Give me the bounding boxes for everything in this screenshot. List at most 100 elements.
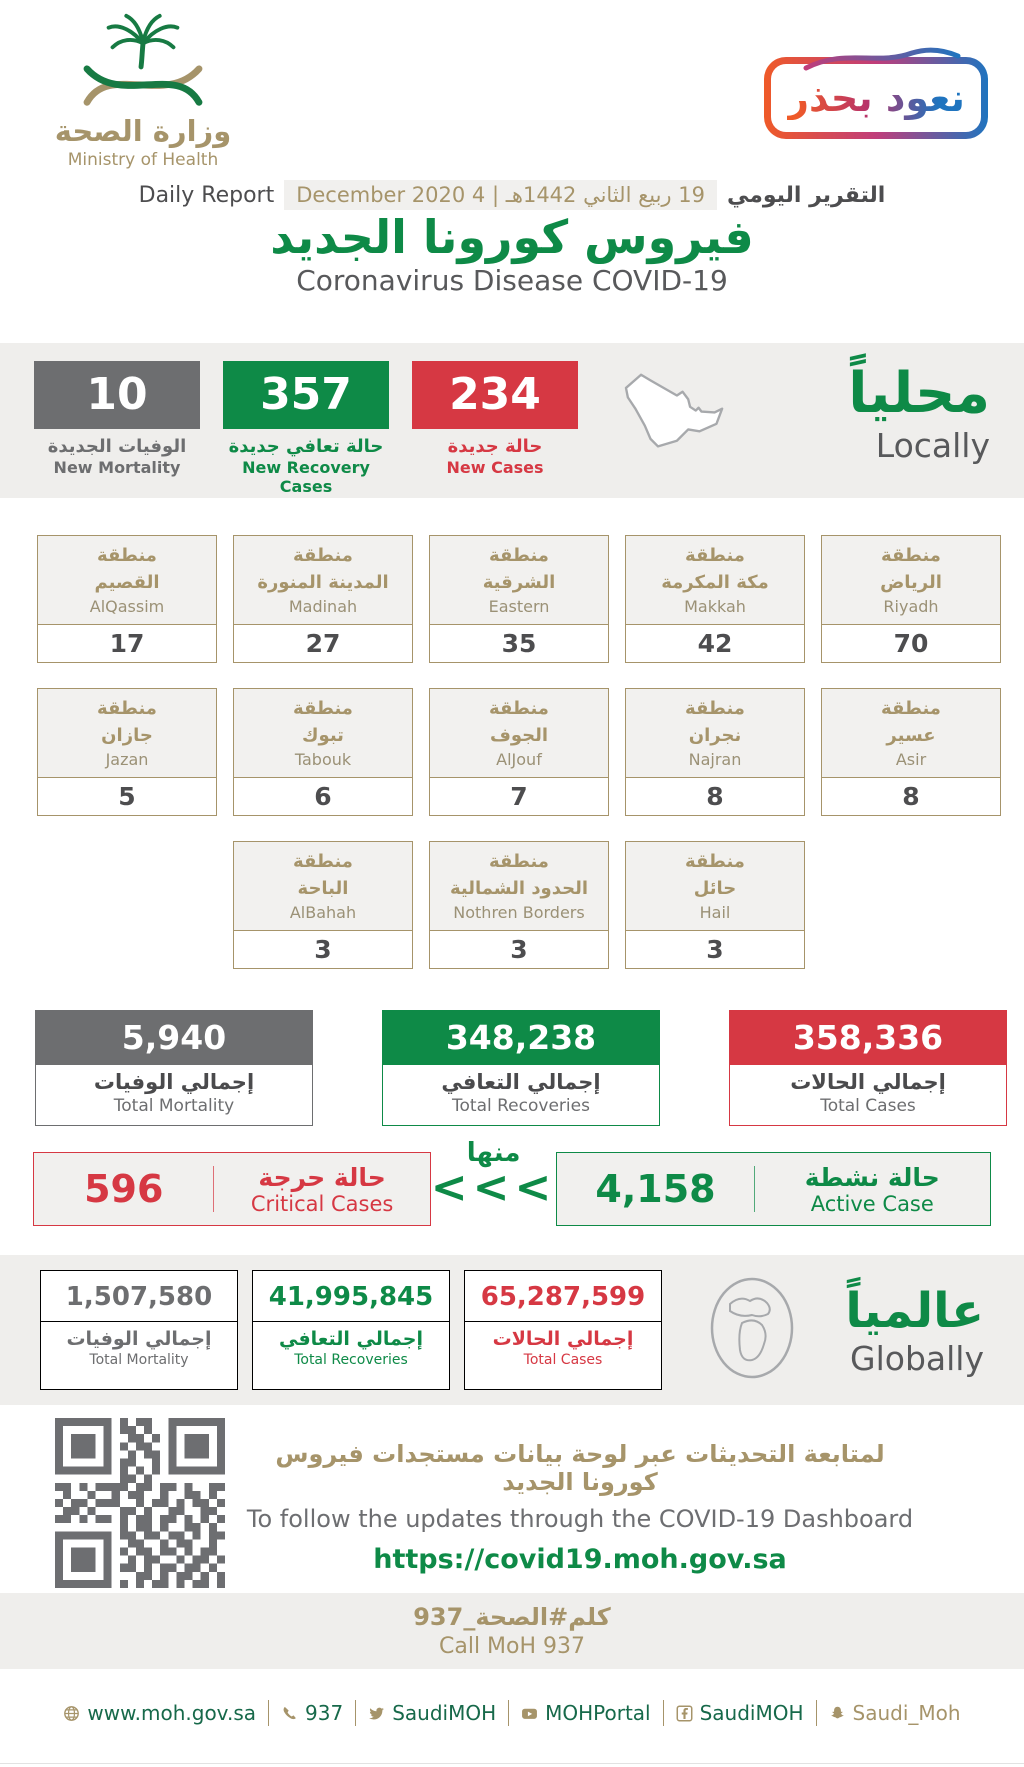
global-cases-label-ar: إجمالي الحالات: [492, 1328, 634, 1350]
divider: [753, 1166, 755, 1212]
ministry-logo: وزارة الصحة Ministry of Health: [48, 8, 238, 170]
region-name-ar: مكة المكرمة: [661, 572, 769, 593]
region-name-en: Madinah: [288, 597, 358, 616]
region-name-en: AlJouf: [496, 750, 542, 769]
twitter-icon: [369, 1707, 385, 1719]
divider: [213, 1166, 215, 1212]
region-prefix: منطقة: [489, 545, 549, 566]
globe-icon: [64, 1705, 80, 1721]
critical-active-row: 596 حالة حرجة Critical Cases منها <<< 4,…: [33, 1138, 991, 1226]
critical-cases-box: 596 حالة حرجة Critical Cases: [33, 1152, 431, 1226]
footer-phone-link[interactable]: 937: [269, 1701, 355, 1725]
region-name-en: Makkah: [684, 597, 746, 616]
total-mortality-label-ar: إجمالي الوفيات: [93, 1070, 255, 1094]
page-title-english: Coronavirus Disease COVID-19: [296, 264, 728, 297]
new-mortality-label-ar: الوفيات الجديدة: [47, 436, 187, 457]
dashboard-note-english: To follow the updates through the COVID-…: [246, 1505, 914, 1533]
global-recoveries-label-en: Total Recoveries: [294, 1352, 408, 1368]
new-cases-value: 234: [412, 361, 578, 429]
footer-links: www.moh.gov.sa 937 SaudiMOH MOHPortal: [0, 1700, 1024, 1726]
region-prefix: منطقة: [881, 698, 941, 719]
left-arrows-icon: <<<: [430, 1162, 557, 1214]
qr-code: [55, 1418, 225, 1588]
region-name-en: Hail: [699, 903, 731, 922]
region-name-en: Tabouk: [294, 750, 352, 769]
footer-facebook-link[interactable]: SaudiMOH: [664, 1701, 816, 1725]
call-center-band: كلم#الصحة_937 Call MoH 937: [0, 1593, 1024, 1669]
divider: [268, 1700, 269, 1726]
global-title-english: Globally: [850, 1338, 984, 1378]
region-name-ar: الشرقية: [482, 572, 556, 593]
global-recoveries-value: 41,995,845: [268, 1282, 434, 1312]
region-name-en: Riyadh: [883, 597, 939, 616]
footer-twitter-link[interactable]: SaudiMOH: [356, 1701, 508, 1725]
dashboard-url-link[interactable]: https://covid19.moh.gov.sa: [373, 1544, 787, 1575]
region-box-eastern: منطقة الشرقية Eastern 35: [429, 535, 609, 663]
region-new-cases: 35: [430, 624, 608, 662]
footer-website-link[interactable]: www.moh.gov.sa: [51, 1701, 268, 1725]
region-new-cases: 6: [234, 777, 412, 815]
region-box-northern-borders: منطقة الحدود الشمالية Nothren Borders 3: [429, 841, 609, 969]
region-prefix: منطقة: [293, 698, 353, 719]
total-recoveries-label-ar: إجمالي التعافي: [441, 1070, 601, 1094]
region-box-hail: منطقة حائل Hail 3: [625, 841, 805, 969]
page-bottom-border: [0, 1763, 1024, 1764]
region-name-ar: الجوف: [489, 725, 549, 746]
region-new-cases: 3: [430, 930, 608, 968]
region-name-en: Nothren Borders: [453, 903, 585, 922]
global-cases-label-en: Total Cases: [523, 1352, 603, 1368]
region-box-albahah: منطقة الباحة AlBahah 3: [233, 841, 413, 969]
new-recoveries-label-ar: حالة تعافي جديدة: [228, 436, 384, 457]
footer-youtube-label: MOHPortal: [545, 1701, 651, 1725]
global-mortality-value: 1,507,580: [65, 1282, 213, 1312]
region-name-ar: تبوك: [302, 725, 344, 746]
global-section-title: عالمياً Globally: [845, 1282, 984, 1378]
badge-gradient-frame: نعود بحذر: [764, 57, 988, 139]
moh-palm-swords-icon: [83, 13, 203, 106]
saudi-map-icon: [609, 361, 741, 483]
region-name-ar: حائل: [693, 878, 737, 899]
region-prefix: منطقة: [881, 545, 941, 566]
report-date-row: Daily Report 19 ربيع الثاني 1442هـ | 4 D…: [0, 180, 1024, 210]
of-which-indicator: منها <<<: [430, 1138, 557, 1214]
region-prefix: منطقة: [685, 851, 745, 872]
region-box-alqassim: منطقة القصيم AlQassim 17: [37, 535, 217, 663]
region-prefix: منطقة: [293, 851, 353, 872]
footer-snapchat-link[interactable]: Saudi_Moh: [817, 1701, 973, 1725]
badge-text: نعود بحذر: [787, 76, 965, 120]
region-new-cases: 8: [822, 777, 1000, 815]
region-new-cases: 42: [626, 624, 804, 662]
report-date: 19 ربيع الثاني 1442هـ | 4 December 2020: [284, 180, 717, 210]
page-title-arabic: فيروس كورونا الجديد: [270, 210, 754, 264]
global-recoveries-label-ar: إجمالي التعافي: [279, 1328, 423, 1350]
global-recoveries-box: 41,995,845 إجمالي التعافي Total Recoveri…: [252, 1270, 450, 1390]
region-name-ar: الرياض: [880, 572, 942, 593]
campaign-badge: نعود بحذر: [764, 47, 988, 139]
call-moh-label: Call MoH 937: [438, 1634, 586, 1659]
global-mortality-label-ar: إجمالي الوفيات: [66, 1328, 212, 1350]
region-prefix: منطقة: [97, 698, 157, 719]
region-new-cases: 17: [38, 624, 216, 662]
ministry-name-english: Ministry of Health: [67, 150, 219, 170]
region-new-cases: 3: [626, 930, 804, 968]
region-new-cases: 5: [38, 777, 216, 815]
new-recoveries-stat: 357 حالة تعافي جديدة New Recovery Cases: [223, 361, 389, 496]
divider: [355, 1700, 357, 1726]
region-name-ar: جازان: [101, 725, 153, 746]
region-box-asir: منطقة عسير Asir 8: [821, 688, 1001, 816]
call-hashtag-arabic: كلم#الصحة_937: [413, 1603, 611, 1631]
region-new-cases: 3: [234, 930, 412, 968]
region-prefix: منطقة: [489, 851, 549, 872]
region-prefix: منطقة: [685, 698, 745, 719]
new-cases-label-en: New Cases: [446, 458, 544, 477]
new-mortality-stat: 10 الوفيات الجديدة New Mortality: [34, 361, 200, 477]
region-box-madinah: منطقة المدينة المنورة Madinah 27: [233, 535, 413, 663]
footer-youtube-link[interactable]: MOHPortal: [509, 1701, 663, 1725]
region-box-jazan: منطقة جازان Jazan 5: [37, 688, 217, 816]
divider: [662, 1700, 664, 1726]
region-name-ar: الحدود الشمالية: [449, 878, 589, 899]
region-name-ar: المدينة المنورة: [257, 572, 389, 593]
global-title-arabic: عالمياً: [845, 1283, 984, 1340]
region-new-cases: 27: [234, 624, 412, 662]
